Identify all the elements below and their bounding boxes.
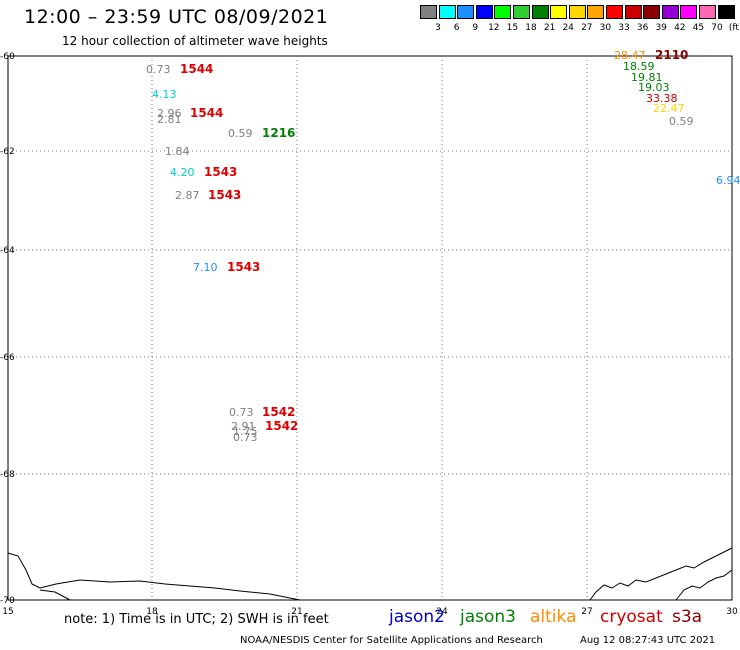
wave-height-value: 0.59 xyxy=(228,127,253,140)
wave-height-value: 33.38 xyxy=(646,92,678,105)
wave-height-value: 2.96 xyxy=(157,107,182,120)
map-grid xyxy=(8,56,732,600)
scale-swatch xyxy=(531,5,549,19)
scale-swatch xyxy=(475,5,493,19)
latitude-label: -64 xyxy=(0,246,15,256)
legend-cryosat: cryosat xyxy=(600,607,663,627)
longitude-label: 30 xyxy=(726,607,738,617)
pass-time-label: 1542 xyxy=(265,419,298,433)
latitude-label: -66 xyxy=(0,353,15,363)
footer-note: note: 1) Time is in UTC; 2) SWH is in fe… xyxy=(64,612,329,627)
scale-swatch xyxy=(438,5,456,19)
wave-height-value: 0.73 xyxy=(146,63,171,76)
scale-label: 33 xyxy=(618,23,630,33)
longitude-label: 21 xyxy=(291,607,302,617)
longitude-label: 24 xyxy=(436,607,448,617)
scale-swatch xyxy=(699,5,716,19)
pass-time-label: 1544 xyxy=(180,62,213,76)
scale-swatch xyxy=(643,5,661,19)
legend-s3a: s3a xyxy=(672,607,703,627)
scale-swatch xyxy=(513,5,530,19)
wave-height-value: 0.73 xyxy=(229,406,254,419)
scale-label: 45 xyxy=(692,23,705,33)
wave-height-value: 4.20 xyxy=(170,166,195,179)
scale-swatch xyxy=(420,5,437,19)
wave-height-value: 19.81 xyxy=(631,71,663,84)
map-subtitle: 12 hour collection of altimeter wave hei… xyxy=(62,34,328,48)
wave-height-value: 7.10 xyxy=(193,261,218,274)
map-frame xyxy=(7,55,733,601)
legend-altika: altika xyxy=(530,607,577,627)
scale-label: (ft) xyxy=(728,23,740,33)
scale-label: 21 xyxy=(543,23,556,33)
legend-jason2: jason2 xyxy=(389,607,445,627)
pass-time-label: 1543 xyxy=(208,188,241,202)
scale-label: 42 xyxy=(674,23,686,33)
antarctic-coastline xyxy=(7,547,733,601)
wave-height-value: 4.13 xyxy=(152,88,177,101)
scale-label: 12 xyxy=(488,23,500,33)
wave-height-value: 0.59 xyxy=(669,115,694,128)
pass-time-label: 1542 xyxy=(262,405,295,419)
scale-label: 70 xyxy=(711,23,723,33)
wave-height-value: 2.87 xyxy=(175,189,200,202)
scale-label: 30 xyxy=(599,23,612,33)
wave-height-value: 1.75 xyxy=(233,425,258,438)
map-border xyxy=(7,55,733,601)
pass-time-label: 1544 xyxy=(190,106,223,120)
scale-swatch xyxy=(680,5,698,19)
scale-label: 9 xyxy=(472,23,479,33)
wave-height-value: 22.47 xyxy=(653,102,685,115)
scale-label: 24 xyxy=(562,23,574,33)
scale-swatch xyxy=(624,5,642,19)
scale-label: 6 xyxy=(453,23,460,33)
pass-time-label: 1216 xyxy=(262,126,295,140)
coastline-segment xyxy=(39,589,71,601)
wave-height-value: 2.91 xyxy=(231,420,256,433)
map-title: 12:00 – 23:59 UTC 08/09/2021 xyxy=(24,6,329,28)
scale-swatch xyxy=(550,5,568,19)
latitude-label: -60 xyxy=(0,52,15,62)
scale-label: 18 xyxy=(525,23,537,33)
wave-height-value: 1.84 xyxy=(165,145,190,158)
scale-label: 3 xyxy=(435,23,441,33)
latitude-label: -68 xyxy=(0,470,15,480)
generation-timestamp: Aug 12 08:27:43 UTC 2021 xyxy=(580,635,716,646)
longitude-label: 15 xyxy=(2,607,13,617)
wave-height-value: 19.03 xyxy=(638,81,670,94)
wave-height-value: 28.47 xyxy=(614,49,646,62)
scale-swatch xyxy=(606,5,623,19)
scale-label: 27 xyxy=(581,23,593,33)
pass-time-label: 1543 xyxy=(204,165,237,179)
wave-height-value: 18.59 xyxy=(623,60,655,73)
wave-height-value: 0.73 xyxy=(233,431,258,444)
latitude-label: -62 xyxy=(0,147,15,157)
latitude-label: -70 xyxy=(0,596,15,606)
wave-height-value: 6.94 xyxy=(716,174,740,187)
longitude-label: 18 xyxy=(146,607,158,617)
scale-label: 15 xyxy=(506,23,519,33)
pass-time-label: 2110 xyxy=(655,48,688,62)
coastline-segment xyxy=(675,569,733,601)
coastline-segment xyxy=(7,552,301,601)
credit-text: NOAA/NESDIS Center for Satellite Applica… xyxy=(240,635,543,646)
coastline-segment xyxy=(589,547,733,601)
scale-swatch xyxy=(587,5,605,19)
scale-swatch xyxy=(717,5,735,19)
wave-height-value: 2.81 xyxy=(157,113,182,126)
scale-swatch xyxy=(457,5,475,19)
longitude-label: 27 xyxy=(581,607,592,617)
scale-swatch xyxy=(661,5,679,19)
scale-swatch xyxy=(568,5,586,19)
legend-jason3: jason3 xyxy=(460,607,516,627)
scale-label: 39 xyxy=(655,23,667,33)
pass-time-label: 1543 xyxy=(227,260,260,274)
scale-label: 36 xyxy=(636,23,649,33)
scale-swatch xyxy=(494,5,512,19)
